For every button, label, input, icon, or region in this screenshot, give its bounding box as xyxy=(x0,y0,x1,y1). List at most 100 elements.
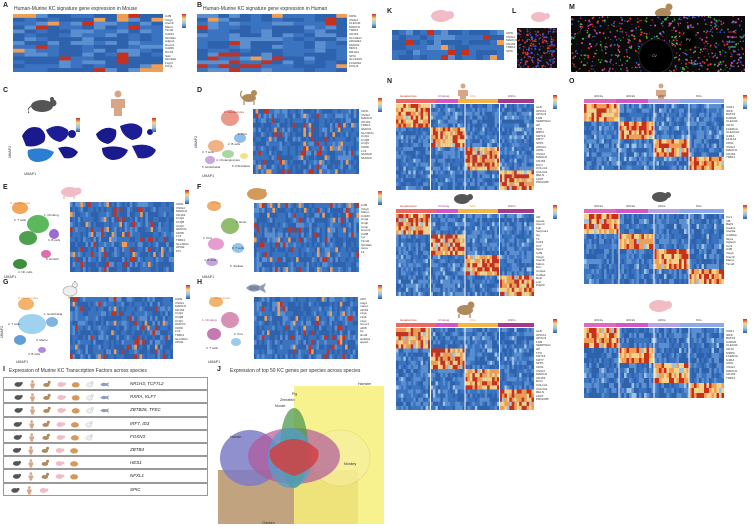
heat-cell xyxy=(329,344,333,350)
heat-cell xyxy=(77,297,81,302)
heat-cell xyxy=(441,55,449,60)
heat-cell xyxy=(93,33,106,38)
heat-cell xyxy=(350,335,353,341)
heat-cell xyxy=(405,104,409,108)
heat-cell xyxy=(332,354,335,359)
tf-gene-names: FOXN3 xyxy=(130,433,146,439)
heat-cell xyxy=(455,45,463,51)
heat-cell xyxy=(77,330,81,336)
heat-cell xyxy=(529,111,532,116)
heat-cell xyxy=(406,30,414,36)
panel-g-axis-y: UMAP2 xyxy=(0,325,5,339)
heat-cell xyxy=(309,222,312,228)
heat-cell xyxy=(259,207,262,213)
heat-cell xyxy=(329,150,333,156)
heat-cell xyxy=(306,222,310,228)
heat-cell xyxy=(135,217,138,223)
heat-cell xyxy=(134,330,138,336)
panel-e-cluster-3: 3. B cells xyxy=(48,238,61,242)
fluorescence-dot xyxy=(669,23,671,26)
heat-cell xyxy=(126,301,130,307)
heat-cell xyxy=(324,316,327,321)
heat-cell xyxy=(276,127,280,133)
heat-cell xyxy=(322,222,325,228)
heat-cell xyxy=(292,113,296,119)
heat-cell xyxy=(82,330,86,336)
heat-cell xyxy=(282,330,286,336)
heat-cell xyxy=(308,132,312,137)
heat-cell xyxy=(524,131,527,136)
fluorescence-dot xyxy=(729,64,732,67)
heat-cell xyxy=(322,242,325,248)
heat-cell xyxy=(348,164,352,170)
heat-cell xyxy=(332,267,336,272)
heat-cell xyxy=(506,115,510,120)
heat-cell xyxy=(95,349,99,355)
heat-cell xyxy=(161,262,164,268)
fluorescence-dot xyxy=(597,23,599,25)
heat-cell xyxy=(165,344,168,350)
heat-cell xyxy=(442,127,446,132)
heat-cell xyxy=(340,127,344,133)
panel-i-title: Expression of Murine KC Transcription Fa… xyxy=(9,368,147,374)
heat-cell xyxy=(155,237,159,243)
heat-cell xyxy=(267,257,270,263)
heat-cell xyxy=(77,252,81,258)
heat-cell xyxy=(254,344,257,350)
heat-cell xyxy=(137,257,141,263)
heat-cell xyxy=(450,139,453,144)
fluorescence-dot xyxy=(737,18,740,20)
heat-cell xyxy=(335,122,338,128)
heat-cell xyxy=(264,217,268,223)
heat-cell xyxy=(308,325,312,331)
heat-cell xyxy=(301,252,304,258)
heat-cell xyxy=(113,311,117,317)
heat-cell xyxy=(339,335,343,341)
heat-cell xyxy=(516,119,520,124)
heat-cell xyxy=(316,306,320,312)
heat-cell xyxy=(428,135,431,140)
heat-cell xyxy=(321,306,325,312)
heat-cell xyxy=(418,104,421,108)
fluorescence-dot xyxy=(537,58,539,61)
heat-cell xyxy=(88,212,91,218)
heat-cell xyxy=(127,267,130,272)
heat-cell xyxy=(425,111,429,116)
fluorescence-dot xyxy=(699,48,702,51)
heat-cell xyxy=(336,33,347,38)
heat-cell xyxy=(405,119,409,124)
heat-cell xyxy=(75,252,78,258)
heat-cell xyxy=(287,141,291,147)
heat-cell xyxy=(269,267,273,272)
heat-cell xyxy=(324,330,327,336)
gene-label: S100A8 xyxy=(361,152,372,157)
fluorescence-dot xyxy=(635,27,638,30)
heat-cell xyxy=(423,111,426,116)
fluorescence-dot xyxy=(593,55,595,58)
heat-cell xyxy=(113,354,117,359)
heat-cell xyxy=(106,325,109,331)
heat-cell xyxy=(80,339,83,345)
heat-cell xyxy=(269,349,273,355)
heat-cell xyxy=(296,203,299,209)
heat-cell xyxy=(519,127,522,132)
heat-cell xyxy=(348,160,352,165)
heat-cell xyxy=(253,132,256,137)
heat-cell xyxy=(348,212,352,218)
heat-cell xyxy=(343,217,346,223)
heat-cell xyxy=(347,349,351,355)
heat-cell xyxy=(207,60,219,65)
heat-cell xyxy=(398,123,401,128)
panel-g-axis-x: UMAP1 xyxy=(16,360,29,364)
heat-cell xyxy=(311,252,315,258)
heat-cell xyxy=(274,354,278,359)
panel-g-cluster-0: 0. Hepatocytes xyxy=(18,296,39,300)
heat-cell xyxy=(353,155,357,161)
mouse-icon xyxy=(13,434,22,440)
heat-cell xyxy=(521,119,525,124)
heat-cell xyxy=(406,55,414,60)
fluorescence-dot xyxy=(596,49,598,51)
heat-cell xyxy=(218,41,230,46)
heat-cell xyxy=(334,330,338,336)
heat-cell xyxy=(93,330,96,336)
